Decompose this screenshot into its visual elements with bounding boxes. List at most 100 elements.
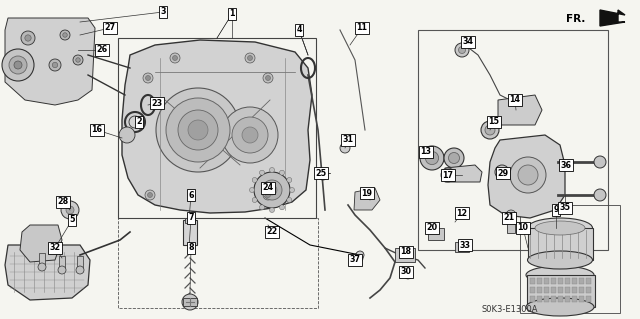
Circle shape [252,197,257,203]
Bar [572,287,577,293]
Circle shape [269,207,275,212]
Circle shape [178,110,218,150]
Circle shape [2,49,34,81]
Polygon shape [445,165,482,182]
Circle shape [444,148,464,168]
Bar [530,287,535,293]
Text: 14: 14 [509,95,520,105]
Circle shape [156,88,240,172]
Circle shape [49,59,61,71]
Text: 20: 20 [426,224,438,233]
Text: 18: 18 [401,248,412,256]
Circle shape [61,201,79,219]
Circle shape [289,188,294,192]
Text: 13: 13 [420,147,431,157]
Polygon shape [20,225,62,262]
Ellipse shape [527,218,593,238]
Text: 2: 2 [136,117,142,127]
Circle shape [266,192,271,197]
Circle shape [73,55,83,65]
Ellipse shape [527,251,593,269]
Bar [572,278,577,284]
Bar [565,296,570,302]
Circle shape [263,190,273,200]
Bar [544,287,549,293]
Text: 33: 33 [460,241,470,249]
Text: 31: 31 [342,136,353,145]
Circle shape [166,98,230,162]
Circle shape [510,157,546,193]
Text: 27: 27 [104,24,116,33]
Circle shape [266,76,271,80]
Circle shape [119,127,135,143]
Circle shape [254,172,290,208]
Circle shape [143,73,153,83]
Polygon shape [5,18,95,105]
Ellipse shape [535,221,585,235]
Bar [544,278,549,284]
Text: 9: 9 [553,205,559,214]
Bar [537,296,542,302]
Circle shape [14,61,22,69]
Circle shape [222,107,278,163]
Text: 24: 24 [262,183,273,192]
Bar [565,278,570,284]
Text: 21: 21 [504,213,515,222]
Circle shape [318,170,328,180]
Polygon shape [5,245,90,300]
Circle shape [259,205,264,210]
Text: 37: 37 [349,256,360,264]
Circle shape [38,263,46,271]
Circle shape [267,185,277,195]
Text: 30: 30 [401,268,412,277]
Text: 22: 22 [266,227,278,236]
Circle shape [458,47,465,54]
Circle shape [420,146,444,170]
Text: 36: 36 [561,160,572,169]
Circle shape [60,30,70,40]
Text: 28: 28 [58,197,68,206]
Bar [428,228,444,240]
Circle shape [262,180,282,200]
Circle shape [353,253,363,263]
Circle shape [76,58,80,62]
Bar [183,220,197,245]
Circle shape [263,73,273,83]
Bar [395,248,415,262]
Ellipse shape [526,266,594,284]
Polygon shape [600,10,625,26]
Circle shape [594,189,606,201]
Circle shape [485,125,495,135]
Bar [59,256,65,270]
Bar [418,30,608,250]
Text: 25: 25 [316,168,326,177]
Bar [528,228,593,260]
Bar [579,296,584,302]
Bar [551,278,556,284]
Polygon shape [498,95,542,125]
Text: 34: 34 [463,38,474,47]
Circle shape [63,33,67,37]
Circle shape [449,152,460,164]
Text: 10: 10 [518,224,529,233]
Bar [558,287,563,293]
Polygon shape [354,188,380,210]
Bar [558,296,563,302]
Text: 11: 11 [356,24,367,33]
Text: FR.: FR. [566,14,585,24]
Circle shape [340,143,350,153]
Bar [558,278,563,284]
Polygon shape [488,135,565,218]
Circle shape [145,190,155,200]
Text: 32: 32 [49,243,61,253]
Text: 23: 23 [152,99,163,108]
Circle shape [173,56,177,61]
Text: 35: 35 [559,204,570,212]
Circle shape [182,294,198,310]
Circle shape [9,56,27,74]
Text: 4: 4 [296,26,301,34]
Polygon shape [122,40,312,213]
Bar [537,287,542,293]
Text: 8: 8 [188,243,194,253]
Circle shape [404,271,412,279]
